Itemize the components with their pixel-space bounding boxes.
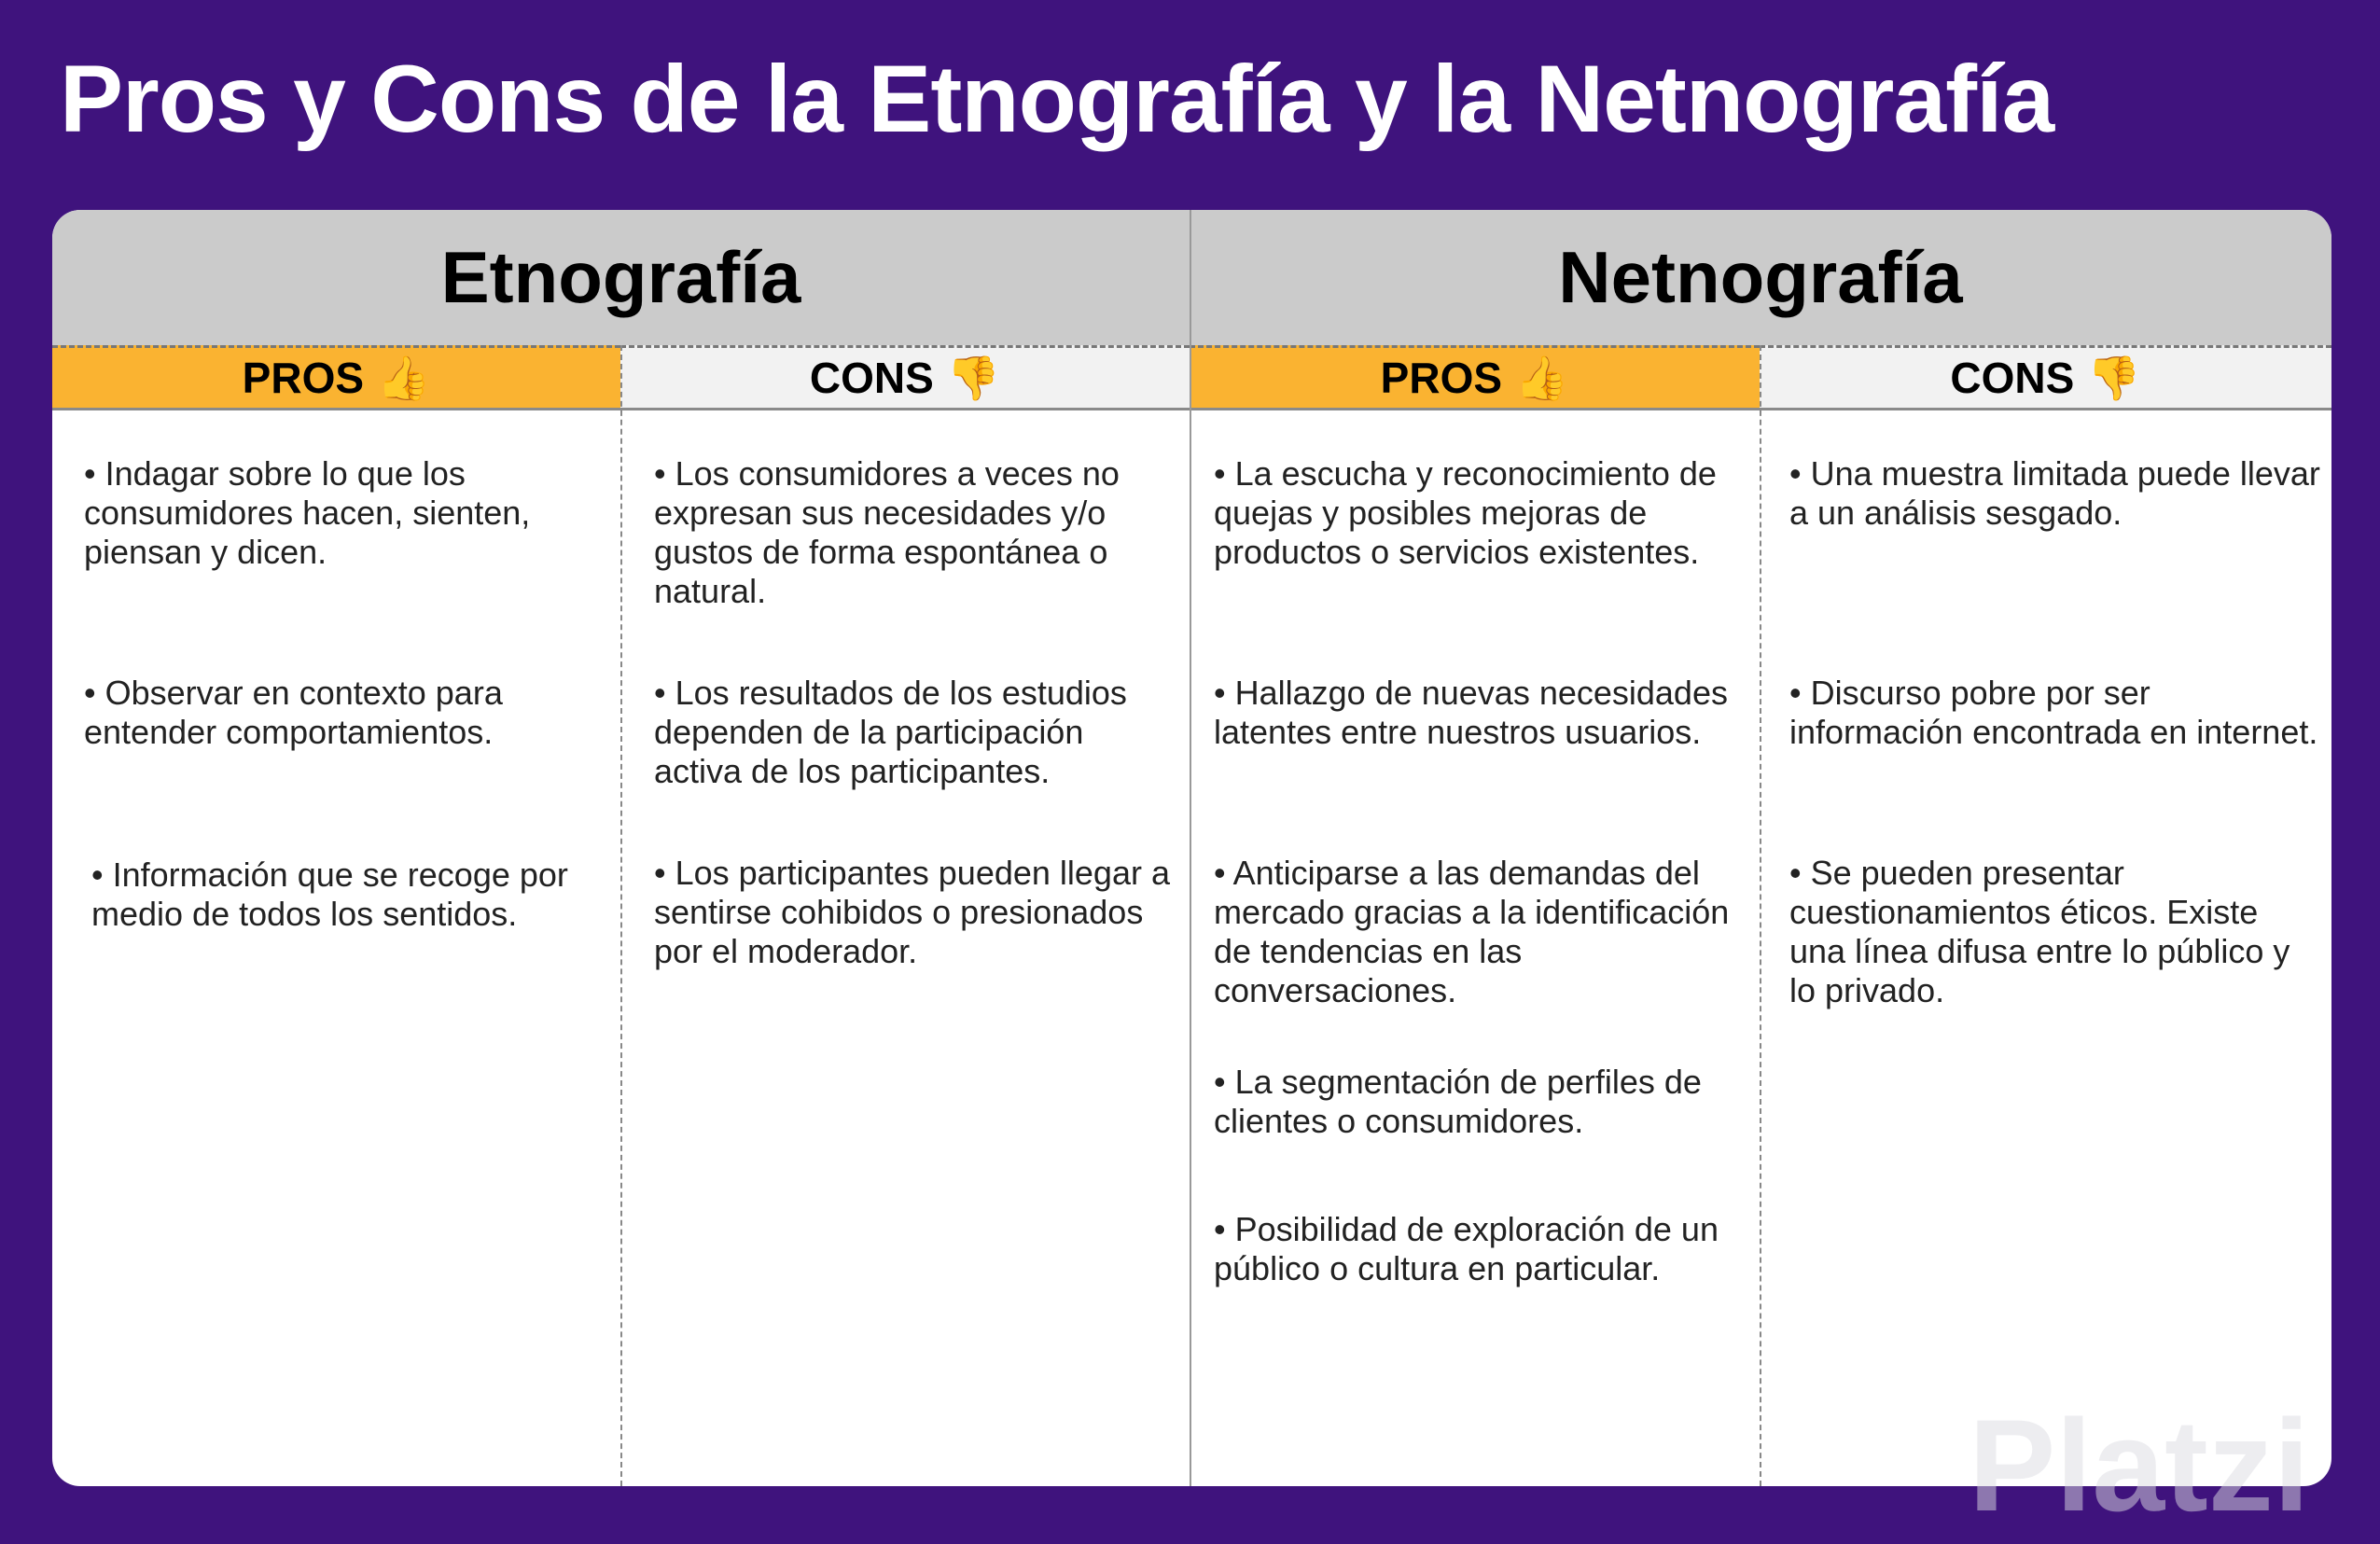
- pros-header: PROS 👍: [52, 345, 620, 410]
- list-item: • Información que se recoge por medio de…: [91, 855, 568, 933]
- list-item: • Discurso pobre por ser información enc…: [1789, 674, 2318, 751]
- pros-header: PROS 👍: [1190, 345, 1760, 410]
- list-item: • Una muestra limitada puede llevar a un…: [1789, 454, 2320, 532]
- platzi-watermark: Platzi: [1969, 1392, 2310, 1538]
- list-item: • Indagar sobre lo que los consumidores …: [84, 454, 531, 571]
- list-item: • Posibilidad de exploración de un públi…: [1214, 1210, 1719, 1287]
- divider: [620, 345, 622, 1486]
- list-item: • Se pueden presentar cuestionamientos é…: [1789, 854, 2290, 1009]
- cons-label: CONS: [1950, 354, 2075, 402]
- list-item: • La escucha y reconocimiento de quejas …: [1214, 454, 1717, 571]
- thumbs-down-icon: 👎: [2087, 353, 2141, 402]
- pros-label: PROS: [242, 354, 365, 402]
- cons-label: CONS: [809, 354, 934, 402]
- cons-header: CONS 👎: [1760, 345, 2331, 410]
- list-item: • La segmentación de perfiles de cliente…: [1214, 1063, 1702, 1140]
- list-item: • Los consumidores a veces no expresan s…: [654, 454, 1120, 610]
- list-item: • Observar en contexto para entender com…: [84, 674, 503, 751]
- pros-label: PROS: [1380, 354, 1503, 402]
- group-header-etnografia: Etnografía: [52, 210, 1190, 345]
- cons-header: CONS 👎: [620, 345, 1190, 410]
- divider: [1190, 210, 1191, 1486]
- group-header-netnografia: Netnografía: [1190, 210, 2331, 345]
- page-title: Pros y Cons de la Etnografía y la Netnog…: [60, 46, 2054, 152]
- list-item: • Los resultados de los estudios depende…: [654, 674, 1127, 790]
- thumbs-up-icon: 👍: [377, 353, 431, 402]
- list-item: • Los participantes pueden llegar a sent…: [654, 854, 1170, 970]
- thumbs-down-icon: 👎: [946, 353, 1001, 402]
- list-item: • Anticiparse a las demandas del mercado…: [1214, 854, 1730, 1009]
- comparison-table: Etnografía Netnografía PROS 👍 CONS 👎 PROS 👍…: [52, 210, 2331, 1486]
- divider: [1760, 345, 1761, 1486]
- list-item: • Hallazgo de nuevas necesidades latente…: [1214, 674, 1728, 751]
- thumbs-up-icon: 👍: [1515, 353, 1569, 402]
